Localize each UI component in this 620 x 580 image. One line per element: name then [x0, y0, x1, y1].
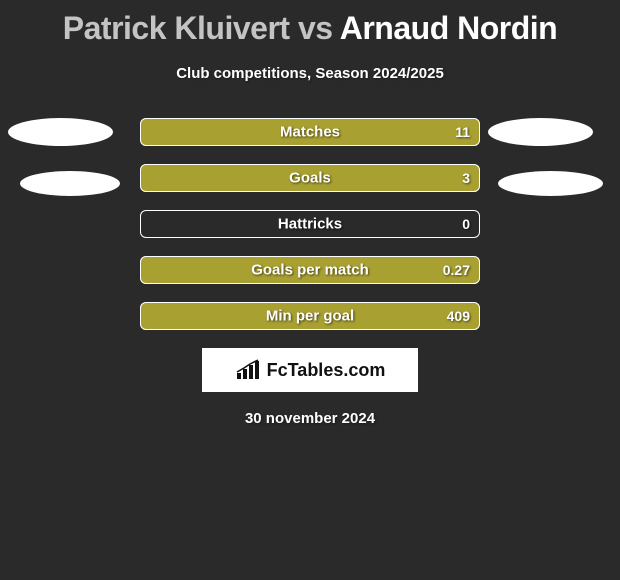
stat-label: Goals per match: [251, 262, 369, 279]
stat-label: Matches: [280, 124, 340, 141]
source-badge: FcTables.com: [202, 348, 418, 392]
stat-row: Min per goal 409: [140, 302, 480, 330]
stat-row: Goals per match 0.27: [140, 256, 480, 284]
subtitle: Club competitions, Season 2024/2025: [0, 65, 620, 82]
source-label: FcTables.com: [267, 360, 386, 381]
decor-ellipse: [20, 171, 120, 196]
stat-label: Hattricks: [278, 216, 342, 233]
stat-value: 0: [462, 216, 470, 232]
vs-label: vs: [298, 10, 333, 46]
stat-row: Hattricks 0: [140, 210, 480, 238]
stat-value: 11: [455, 124, 470, 140]
decor-ellipse: [488, 118, 593, 146]
stat-row: Matches 11: [140, 118, 480, 146]
date-label: 30 november 2024: [0, 410, 620, 427]
stat-value: 0.27: [443, 262, 470, 278]
player2-name: Arnaud Nordin: [340, 10, 557, 46]
player1-name: Patrick Kluivert: [63, 10, 290, 46]
bars-icon: [235, 359, 261, 381]
comparison-chart: Matches 11 Goals 3 Hattricks 0 Goals per match…: [0, 118, 620, 330]
decor-ellipse: [8, 118, 113, 146]
stat-value: 3: [462, 170, 470, 186]
stat-row: Goals 3: [140, 164, 480, 192]
stat-value: 409: [447, 308, 470, 324]
stat-label: Goals: [289, 170, 331, 187]
decor-ellipse: [498, 171, 603, 196]
stat-label: Min per goal: [266, 308, 354, 325]
page-title: Patrick Kluivert vs Arnaud Nordin: [0, 0, 620, 47]
